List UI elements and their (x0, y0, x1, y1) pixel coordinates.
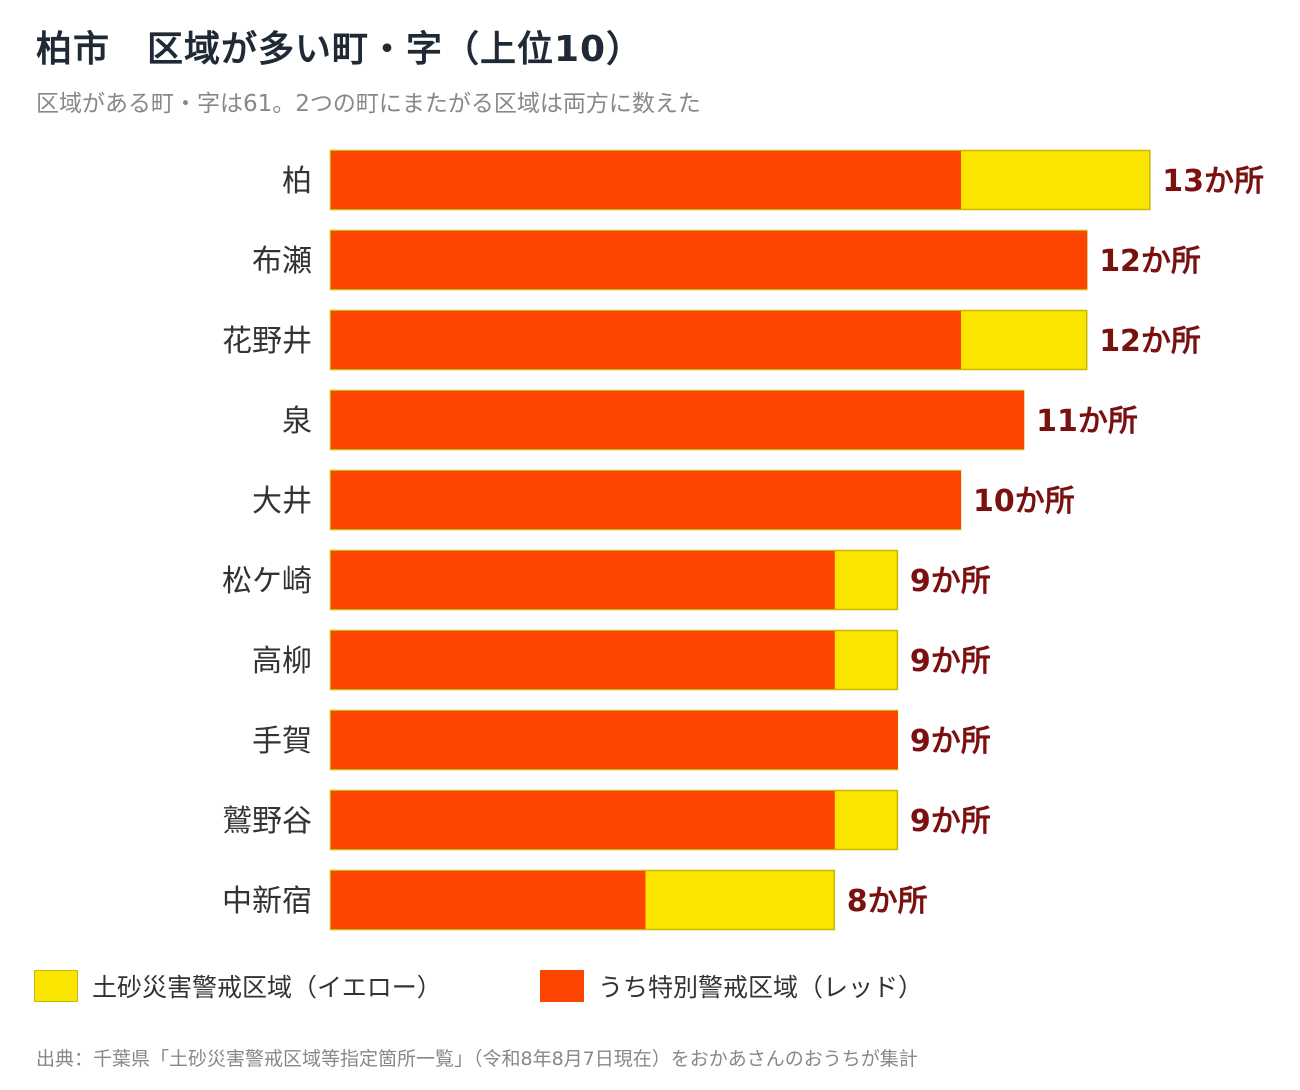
category-label-4: 泉 (282, 404, 312, 439)
value-label-1: 13か所 (1162, 164, 1264, 199)
bar-red-6 (331, 551, 835, 609)
bar-red-9 (331, 791, 835, 849)
legend-label-red: うち特別警戒区域（レッド） (598, 973, 924, 1002)
category-label-7: 高柳 (252, 644, 312, 679)
bar-red-8 (331, 711, 898, 769)
value-label-5: 10か所 (973, 484, 1075, 519)
bar-red-2 (331, 231, 1088, 289)
category-label-3: 花野井 (222, 324, 312, 359)
legend-swatch-yellow (34, 970, 78, 1002)
bar-red-10 (331, 871, 646, 929)
category-label-5: 大井 (252, 484, 312, 519)
legend-swatch-red (540, 970, 584, 1002)
category-label-6: 松ケ崎 (222, 564, 312, 599)
bar-red-7 (331, 631, 835, 689)
value-label-7: 9か所 (910, 644, 991, 679)
category-label-2: 布瀬 (252, 244, 312, 279)
value-label-9: 9か所 (910, 804, 991, 839)
category-label-1: 柏 (282, 164, 312, 199)
value-label-3: 12か所 (1099, 324, 1201, 359)
legend: 土砂災害警戒区域（イエロー） うち特別警戒区域（レッド） (0, 968, 1300, 1008)
value-label-8: 9か所 (910, 724, 991, 759)
category-label-10: 中新宿 (222, 884, 312, 919)
value-label-10: 8か所 (847, 884, 928, 919)
value-label-4: 11か所 (1036, 404, 1138, 439)
bar-red-1 (331, 151, 961, 209)
chart-title: 柏市 区域が多い町・字（上位10） (36, 29, 644, 70)
chart-subtitle: 区域がある町・字は61。2つの町にまたがる区域は両方に数えた (36, 91, 701, 117)
bar-red-4 (331, 391, 1025, 449)
category-label-9: 鷲野谷 (222, 804, 312, 839)
value-label-2: 12か所 (1099, 244, 1201, 279)
value-label-6: 9か所 (910, 564, 991, 599)
bar-red-5 (331, 471, 961, 529)
category-label-8: 手賀 (252, 724, 312, 759)
legend-label-yellow: 土砂災害警戒区域（イエロー） (92, 973, 442, 1002)
bar-red-3 (331, 311, 961, 369)
legend-item-yellow: 土砂災害警戒区域（イエロー） (34, 968, 442, 1004)
source-note: 出典：千葉県「土砂災害警戒区域等指定箇所一覧」（令和8年8月7日現在）をおかあさ… (36, 1048, 918, 1070)
legend-item-red: うち特別警戒区域（レッド） (540, 968, 923, 1004)
